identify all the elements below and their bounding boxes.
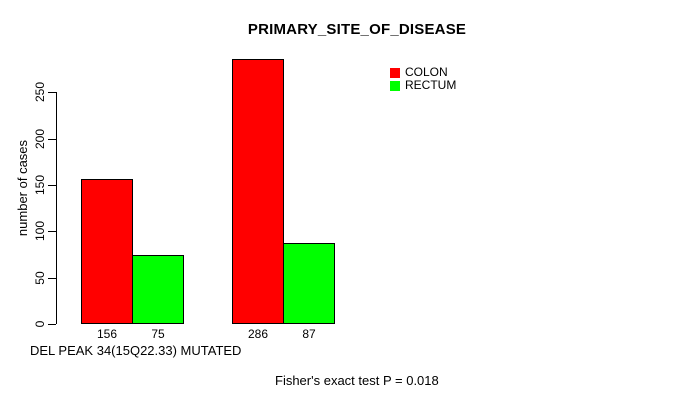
x-axis-label: DEL PEAK 34(15Q22.33) MUTATED xyxy=(30,343,242,358)
y-axis-label: number of cases xyxy=(15,139,30,237)
y-tick-label: 250 xyxy=(33,81,47,103)
y-tick-label: 50 xyxy=(33,271,47,285)
legend-swatch-colon xyxy=(390,67,400,78)
legend-label: RECTUM xyxy=(405,78,457,92)
y-tick xyxy=(48,92,56,93)
y-tick xyxy=(48,231,56,232)
y-tick-label: 150 xyxy=(33,174,47,196)
bar-colon xyxy=(232,59,284,324)
legend: COLON RECTUM xyxy=(390,66,456,92)
bar-value-label: 286 xyxy=(247,327,269,341)
y-axis-line xyxy=(56,92,57,324)
bar-value-label: 87 xyxy=(302,327,316,341)
y-tick-label: 0 xyxy=(33,320,47,328)
bar-value-label: 75 xyxy=(151,327,165,341)
y-tick xyxy=(48,139,56,140)
y-tick-label: 100 xyxy=(33,220,47,242)
y-tick xyxy=(48,278,56,279)
legend-swatch-rectum xyxy=(390,80,400,91)
y-tick xyxy=(48,324,56,325)
bar-rectum xyxy=(132,255,184,324)
bar-colon xyxy=(81,179,133,324)
pvalue-annotation: Fisher's exact test P = 0.018 xyxy=(275,373,439,388)
legend-entry-rectum: RECTUM xyxy=(390,79,456,92)
y-tick xyxy=(48,185,56,186)
bar-value-label: 156 xyxy=(96,327,118,341)
legend-entry-colon: COLON xyxy=(390,66,456,79)
bar-rectum xyxy=(283,243,335,324)
legend-label: COLON xyxy=(405,65,448,79)
chart-title: PRIMARY_SITE_OF_DISEASE xyxy=(247,21,467,38)
y-tick-label: 200 xyxy=(33,128,47,150)
